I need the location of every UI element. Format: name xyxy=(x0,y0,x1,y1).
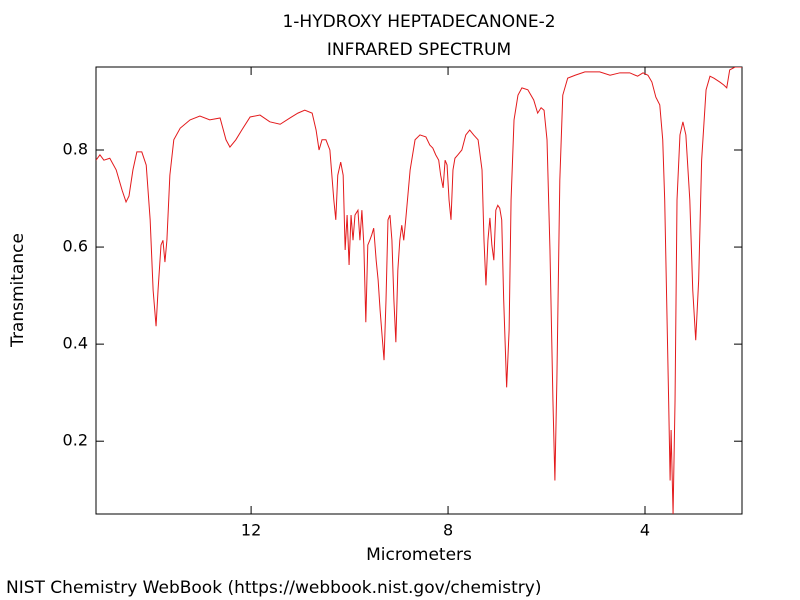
x-axis-label: Micrometers xyxy=(366,545,472,565)
x-tick-label: 8 xyxy=(443,521,453,540)
x-tick-label: 4 xyxy=(640,521,650,540)
chart-subtitle: INFRARED SPECTRUM xyxy=(327,40,511,60)
y-tick-label: 0.4 xyxy=(63,334,88,353)
y-axis-label: Transmitance xyxy=(8,233,28,348)
y-tick-label: 0.8 xyxy=(63,139,88,158)
x-tick-label: 12 xyxy=(241,521,261,540)
y-tick-label: 0.2 xyxy=(63,431,88,450)
plot-frame xyxy=(95,66,743,515)
source-note: NIST Chemistry WebBook (https://webbook.… xyxy=(6,578,541,598)
spectrum-line xyxy=(96,67,742,515)
y-tick-label: 0.6 xyxy=(63,237,88,256)
chart-title: 1-HYDROXY HEPTADECANONE-2 xyxy=(282,12,555,32)
